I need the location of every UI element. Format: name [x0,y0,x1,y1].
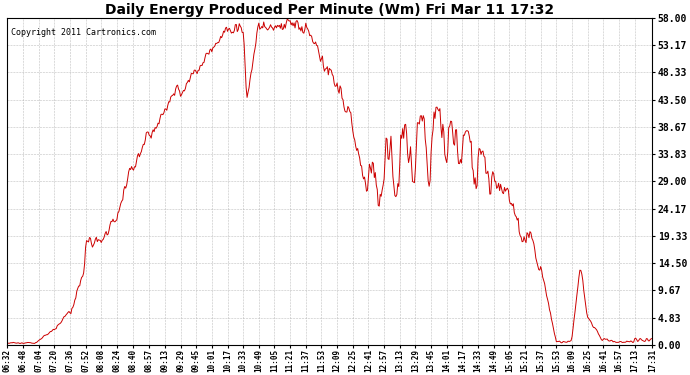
Text: Copyright 2011 Cartronics.com: Copyright 2011 Cartronics.com [10,28,155,37]
Title: Daily Energy Produced Per Minute (Wm) Fri Mar 11 17:32: Daily Energy Produced Per Minute (Wm) Fr… [105,3,554,17]
